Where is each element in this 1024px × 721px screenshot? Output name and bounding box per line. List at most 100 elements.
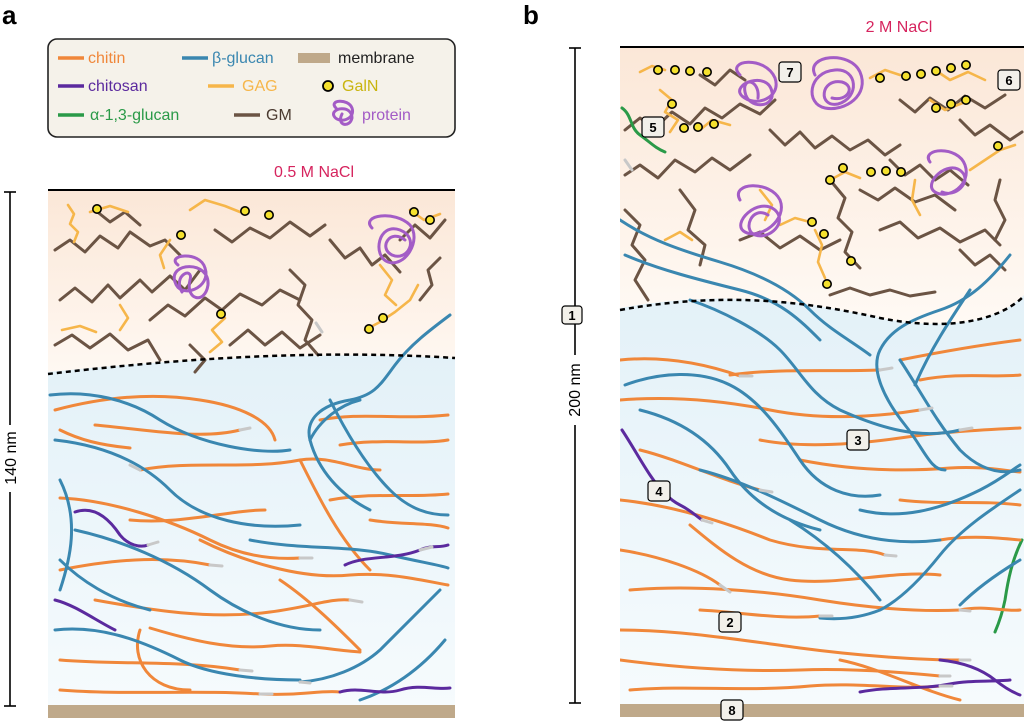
galn-dot — [684, 66, 695, 77]
panel-a: a 0.5 M NaCl — [2, 0, 456, 718]
galn-dot — [408, 207, 419, 218]
chitin-fiber — [58, 688, 342, 696]
glucan-fiber — [73, 528, 322, 632]
gag-chain — [910, 178, 922, 217]
galn-dot — [263, 210, 274, 221]
panel-a-scale-bar: 140 nm — [3, 191, 20, 707]
chitin-fiber — [368, 518, 450, 530]
galn-dot — [945, 62, 956, 73]
chitin-fiber — [58, 496, 302, 560]
galn-dot — [895, 167, 906, 178]
galn-dot — [865, 167, 876, 178]
chitin-fiber — [278, 578, 362, 652]
chitin-fiber — [93, 423, 242, 436]
chitosan-fiber — [938, 658, 1022, 697]
gag-chain — [60, 324, 98, 334]
panel-b-gag-chains — [638, 64, 1017, 280]
chitin-fiber — [53, 394, 277, 442]
chitosan-fiber — [338, 685, 452, 694]
legend-label-protein: protein — [362, 107, 411, 124]
panel-b: b 2 M NaCl — [523, 0, 1024, 721]
badge-5: 5 — [641, 116, 665, 138]
legend-label-galn: GalN — [342, 78, 378, 95]
panel-b-scale-bar: 200 nm — [567, 47, 584, 704]
chitin-fiber — [135, 628, 192, 692]
chitin-fiber — [620, 628, 962, 662]
panel-b-scale-label: 200 nm — [567, 363, 584, 416]
badge-1: 1 — [561, 305, 583, 325]
chitin-fiber — [620, 396, 922, 419]
glucan-fiber — [898, 358, 1022, 474]
chitin-fiber — [628, 586, 962, 613]
gag-chain — [118, 303, 130, 332]
legend-label-chitosan: chitosan — [88, 78, 148, 95]
panel-a-boundary — [47, 353, 456, 376]
glucan-fiber — [788, 518, 882, 602]
protein-blob — [172, 254, 210, 299]
gm-chain — [878, 220, 1002, 247]
legend-item-gm: GM — [234, 107, 292, 124]
galn-dot — [240, 206, 251, 217]
alpha-glucan-fiber — [620, 106, 667, 154]
protein-blob — [926, 149, 968, 196]
gag-chain — [66, 203, 80, 244]
gag-chain — [663, 230, 694, 242]
gag-chain — [868, 68, 902, 80]
badge-2-label: 2 — [726, 615, 733, 630]
panel-b-condition: 2 M NaCl — [866, 19, 933, 36]
legend: chitin β-glucan membrane chitosan GAG Ga… — [47, 38, 456, 138]
gm-chain — [768, 128, 902, 157]
legend-item-membrane: membrane — [298, 50, 415, 67]
protein-blob — [368, 214, 416, 265]
panel-a-scale-label: 140 nm — [3, 431, 20, 484]
panel-b-chitin — [620, 338, 1022, 702]
gm-chain — [228, 328, 322, 350]
galn-dot — [930, 103, 941, 114]
gag-chain — [813, 228, 827, 280]
panel-b-boundary — [619, 295, 1024, 326]
protein-blob — [735, 60, 778, 107]
panel-a-beta-glucan — [48, 313, 452, 702]
glucan-fiber — [53, 627, 302, 682]
chitin-fiber — [758, 426, 1022, 447]
gm-chain — [858, 186, 957, 212]
gm-chain — [328, 238, 402, 274]
glucan-fiber — [308, 398, 362, 442]
glucan-fiber — [913, 288, 972, 387]
chitin-fiber — [620, 357, 742, 378]
galn-dot — [960, 95, 971, 106]
panel-b-galn-dots — [652, 59, 1003, 289]
panel-a-gm-chains — [53, 208, 447, 374]
galn-dot — [363, 323, 374, 334]
panel-a-letter: a — [2, 0, 17, 30]
panel-b-inner-layer — [620, 295, 1024, 705]
glucan-fiber — [858, 463, 1022, 516]
galn-dot — [216, 308, 227, 319]
galn-dot — [821, 278, 832, 289]
legend-label-gag: GAG — [242, 78, 278, 95]
galn-dot — [818, 229, 829, 240]
panel-b-beta-glucan — [620, 218, 1022, 621]
gm-chain — [623, 153, 752, 180]
glucan-fiber — [307, 313, 452, 512]
panel-a-condition: 0.5 M NaCl — [274, 164, 354, 181]
chitin-fiber — [138, 457, 382, 472]
legend-label-membrane: membrane — [338, 50, 415, 67]
gm-chain — [398, 218, 447, 242]
galn-dot — [666, 99, 677, 110]
badge-3-label: 3 — [854, 433, 861, 448]
badge-7-label: 7 — [786, 65, 793, 80]
galn-dot — [377, 312, 388, 323]
panel-a-gag-chains — [60, 198, 442, 354]
galn-dot — [915, 69, 926, 80]
chitin-fiber — [58, 428, 132, 450]
gm-chain — [93, 208, 142, 227]
badge-8-label: 8 — [728, 703, 735, 718]
glucan-fiber — [620, 218, 872, 357]
galn-dot — [708, 119, 719, 130]
legend-label-alpha-glucan: α-1,3-glucan — [90, 107, 179, 124]
galn-dot — [652, 65, 663, 76]
glucan-fiber — [623, 373, 882, 498]
gag-chain — [658, 88, 680, 134]
panel-b-fiber-ends — [623, 158, 974, 688]
